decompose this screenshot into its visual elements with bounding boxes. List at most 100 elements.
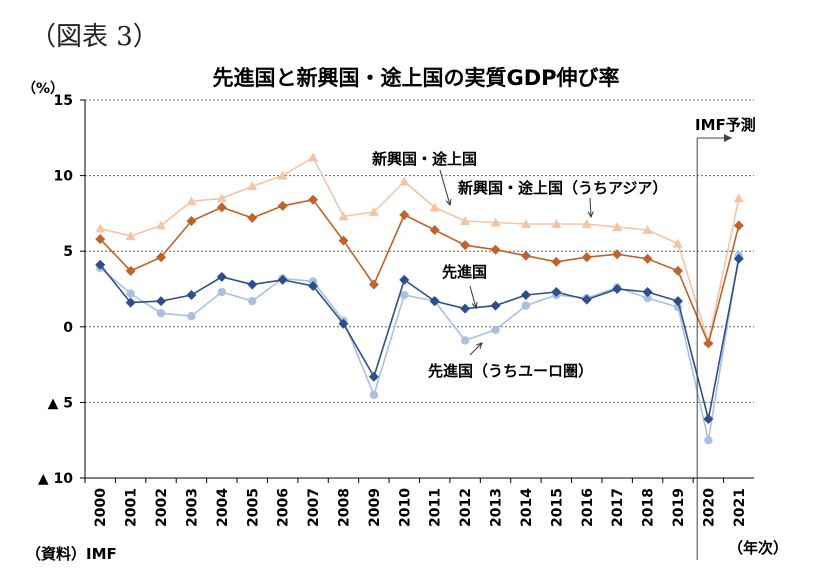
data-point bbox=[520, 218, 531, 228]
forecast-arrow-head bbox=[724, 134, 732, 142]
data-point bbox=[308, 152, 319, 162]
data-point bbox=[551, 218, 562, 228]
data-point bbox=[308, 194, 319, 205]
data-point bbox=[399, 176, 410, 186]
leader-arrow-head bbox=[587, 211, 594, 219]
data-point bbox=[490, 244, 501, 255]
data-point bbox=[581, 252, 592, 263]
x-tick-label: 2016 bbox=[580, 488, 596, 527]
data-point bbox=[733, 253, 744, 264]
data-point bbox=[277, 200, 288, 211]
series-line bbox=[99, 255, 740, 441]
data-point bbox=[520, 290, 531, 301]
data-point bbox=[216, 193, 227, 203]
y-tick-label: 15 bbox=[54, 93, 73, 109]
data-point bbox=[186, 290, 197, 301]
series-label: 先進国 bbox=[442, 263, 487, 281]
series-label: 新興国・途上国（うちアジア） bbox=[458, 179, 667, 197]
data-point bbox=[733, 193, 744, 203]
data-point bbox=[460, 336, 470, 345]
y-tick-label: 10 bbox=[54, 169, 74, 185]
data-point bbox=[521, 301, 531, 310]
data-point bbox=[248, 296, 257, 306]
data-point bbox=[369, 390, 379, 400]
data-point bbox=[368, 371, 379, 382]
data-point bbox=[672, 296, 683, 307]
data-point bbox=[704, 436, 713, 445]
data-point bbox=[460, 240, 471, 251]
data-point bbox=[247, 181, 258, 191]
x-tick-label: 2017 bbox=[610, 488, 626, 527]
leader-arrow-head bbox=[445, 199, 452, 207]
source-label: （資料）IMF bbox=[26, 545, 117, 563]
x-tick-label: 2006 bbox=[276, 488, 292, 527]
data-point bbox=[612, 284, 623, 294]
data-point bbox=[642, 287, 653, 298]
leader-line bbox=[439, 169, 451, 206]
series-line bbox=[100, 156, 740, 346]
x-tick-label: 2019 bbox=[671, 488, 687, 527]
y-tick-label: ▲ 10 bbox=[38, 471, 73, 487]
y-tick-label: 5 bbox=[63, 244, 73, 260]
data-point bbox=[399, 274, 410, 285]
data-point bbox=[672, 265, 683, 276]
data-point bbox=[338, 235, 349, 246]
data-point bbox=[642, 253, 653, 264]
data-point bbox=[125, 265, 136, 276]
data-point bbox=[460, 303, 471, 314]
data-point bbox=[95, 259, 106, 270]
data-point bbox=[581, 218, 592, 228]
data-point bbox=[368, 279, 379, 290]
series-line bbox=[99, 258, 740, 420]
x-tick-label: 2002 bbox=[154, 488, 170, 527]
figure-label: （図表 3） bbox=[30, 22, 159, 52]
data-point bbox=[612, 249, 623, 260]
data-point bbox=[551, 256, 562, 267]
x-tick-label: 2001 bbox=[124, 488, 140, 527]
leader-arrow-head bbox=[476, 342, 483, 349]
chart-title: 先進国と新興国・途上国の実質GDP伸び率 bbox=[212, 66, 620, 90]
y-axis-unit-label: （%） bbox=[22, 81, 65, 97]
x-axis-unit-label: （年次） bbox=[728, 539, 789, 557]
data-point bbox=[490, 300, 501, 311]
data-point bbox=[612, 222, 623, 232]
data-point bbox=[551, 287, 562, 298]
x-tick-label: 2014 bbox=[519, 488, 535, 527]
data-point bbox=[156, 296, 167, 307]
data-point bbox=[247, 212, 258, 223]
data-point bbox=[126, 289, 135, 298]
series-label: 先進国（うちユーロ圏） bbox=[428, 362, 593, 380]
leader-arrow-head bbox=[471, 302, 478, 310]
data-point bbox=[156, 220, 167, 230]
data-point bbox=[216, 202, 227, 213]
data-point bbox=[156, 308, 166, 318]
x-tick-label: 2000 bbox=[93, 488, 109, 527]
x-tick-label: 2004 bbox=[215, 488, 231, 527]
data-point bbox=[581, 294, 592, 305]
x-tick-label: 2010 bbox=[397, 488, 413, 527]
data-point bbox=[156, 252, 167, 263]
data-point bbox=[672, 238, 683, 248]
data-point bbox=[216, 271, 227, 282]
x-tick-label: 2015 bbox=[549, 488, 565, 527]
data-point bbox=[491, 325, 500, 335]
forecast-label: IMF予測 bbox=[695, 116, 756, 134]
data-point bbox=[186, 196, 197, 206]
data-point bbox=[429, 225, 440, 236]
data-point bbox=[490, 217, 501, 227]
data-point bbox=[277, 170, 288, 180]
data-point bbox=[460, 215, 471, 225]
x-tick-label: 2008 bbox=[336, 488, 352, 527]
data-point bbox=[399, 209, 410, 220]
data-point bbox=[308, 280, 319, 291]
data-point bbox=[125, 297, 136, 308]
data-point bbox=[703, 414, 714, 425]
x-tick-label: 2005 bbox=[245, 488, 261, 527]
x-tick-label: 2009 bbox=[367, 488, 383, 527]
leader-line bbox=[469, 285, 477, 309]
x-tick-label: 2021 bbox=[732, 488, 748, 527]
x-tick-label: 2012 bbox=[458, 488, 474, 527]
data-point bbox=[217, 287, 227, 297]
data-point bbox=[703, 338, 714, 349]
